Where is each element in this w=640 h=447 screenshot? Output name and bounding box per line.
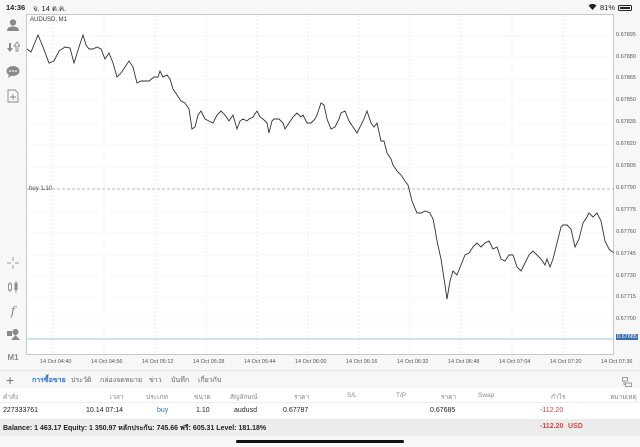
x-tick: 14 Oct 06:32 (397, 359, 429, 365)
y-tick: 0.67745 (616, 251, 636, 257)
y-tick: 0.67715 (616, 294, 636, 300)
account-summary: Balance: 1 463.17 Equity: 1 350.97 หลักป… (0, 419, 640, 436)
y-tick: 0.67805 (616, 163, 636, 169)
order-id: 227333761 (3, 407, 39, 414)
x-tick: 14 Oct 04:40 (40, 359, 72, 365)
clock: 14:36 (6, 3, 26, 12)
add-icon[interactable]: + (6, 372, 15, 388)
crosshair-icon[interactable] (5, 255, 21, 271)
x-tick: 14 Oct 05:44 (244, 359, 276, 365)
header-type: ประเภท (146, 394, 168, 401)
x-tick: 14 Oct 04:56 (91, 359, 123, 365)
x-tick: 14 Oct 05:28 (193, 359, 225, 365)
battery-percent: 81% (599, 3, 615, 12)
tab-history[interactable]: ประวัติ (71, 377, 92, 384)
x-tick: 14 Oct 06:16 (346, 359, 378, 365)
order-type: buy (157, 407, 169, 414)
y-tick: 0.67700 (616, 316, 636, 322)
account-icon[interactable] (5, 17, 21, 33)
y-tick: 0.67865 (616, 75, 636, 81)
order-size: 1.10 (196, 407, 210, 414)
x-tick: 14 Oct 07:20 (550, 359, 582, 365)
order-line-label: buy 1.10 (29, 186, 53, 192)
header-symbol: สัญลักษณ์ (230, 394, 258, 401)
header-tp: T/P (396, 392, 407, 399)
y-tick: 0.67820 (616, 141, 636, 147)
price-line (27, 33, 615, 300)
timeframe-button[interactable]: M1 (7, 352, 19, 362)
y-tick: 0.67835 (616, 119, 636, 125)
status-bar: 14:36 จ. 14 ต.ค. 81% (0, 0, 640, 14)
x-tick: 14 Oct 07:36 (601, 359, 633, 365)
currency: USD (568, 423, 583, 430)
time-axis: 14 Oct 04:40 14 Oct 04:56 14 Oct 05:12 1… (26, 356, 640, 370)
header-profit: กำไร (551, 394, 566, 401)
chart-canvas (27, 15, 615, 356)
tab-trade[interactable]: การซื้อขาย (32, 377, 66, 384)
y-tick: 0.67880 (616, 54, 636, 60)
order-profit: -112.20 (540, 407, 564, 414)
tab-mailbox[interactable]: กล่องจดหมาย (100, 377, 143, 384)
y-tick: 0.67790 (616, 185, 636, 191)
objects-icon[interactable] (5, 326, 21, 342)
wifi-icon (588, 3, 597, 12)
header-order: คำสั่ง (3, 394, 19, 401)
battery-icon (618, 4, 632, 11)
order-time: 10.14 07:14 (86, 407, 123, 414)
y-tick: 0.67895 (616, 32, 636, 38)
x-tick: 14 Oct 06:48 (448, 359, 480, 365)
new-order-icon[interactable] (5, 88, 21, 104)
tab-journal[interactable]: บันทึก (171, 377, 190, 384)
chat-icon[interactable] (5, 64, 21, 80)
y-tick: 0.67760 (616, 229, 636, 235)
open-price: 0.67787 (283, 407, 309, 414)
positions-header: คำสั่ง เวลา ประเภท ขนาด สัญลักษณ์ ราคา S… (0, 388, 640, 402)
header-time: เวลา (110, 394, 124, 401)
header-price: ราคา (294, 394, 310, 401)
y-tick: 0.67850 (616, 97, 636, 103)
left-toolbar: f M1 (0, 14, 26, 368)
header-size: ขนาด (194, 394, 211, 401)
y-tick: 0.67775 (616, 207, 636, 213)
date: จ. 14 ต.ค. (33, 4, 67, 13)
y-tick: 0.67730 (616, 273, 636, 279)
balance-summary: Balance: 1 463.17 Equity: 1 350.97 หลักป… (3, 425, 267, 432)
home-indicator (236, 440, 404, 443)
terminal-tabs: + การซื้อขาย ประวัติ กล่องจดหมาย ข่าว บั… (0, 370, 640, 388)
current-price-badge: 0.67685 (616, 334, 638, 340)
x-tick: 14 Oct 06:00 (295, 359, 327, 365)
x-tick: 14 Oct 07:04 (499, 359, 531, 365)
split-view-icon[interactable] (622, 374, 632, 387)
tab-news[interactable]: ข่าว (149, 377, 162, 384)
function-icon[interactable]: f (10, 304, 16, 318)
price-axis: 0.67895 0.67880 0.67865 0.67850 0.67835 … (614, 14, 640, 355)
current-price: 0.67685 (430, 407, 456, 414)
total-profit: -112.20 (540, 423, 564, 430)
x-tick: 14 Oct 05:12 (142, 359, 174, 365)
header-current-price: ราคา (441, 394, 457, 401)
header-sl: S/L (347, 392, 357, 399)
indicators-icon[interactable] (5, 279, 21, 295)
tab-about[interactable]: เกี่ยวกับ (198, 377, 222, 384)
order-symbol: audusd (234, 407, 257, 414)
price-chart[interactable]: AUDUSD, M1 buy 1.10 (26, 14, 615, 356)
symbol-label: AUDUSD, M1 (30, 17, 68, 23)
header-swap: Swap (478, 392, 495, 399)
position-row[interactable]: 227333761 10.14 07:14 buy 1.10 audusd 0.… (0, 402, 640, 419)
trade-arrows-icon[interactable] (5, 39, 21, 55)
header-comment: หมายเหตุ (610, 394, 637, 401)
